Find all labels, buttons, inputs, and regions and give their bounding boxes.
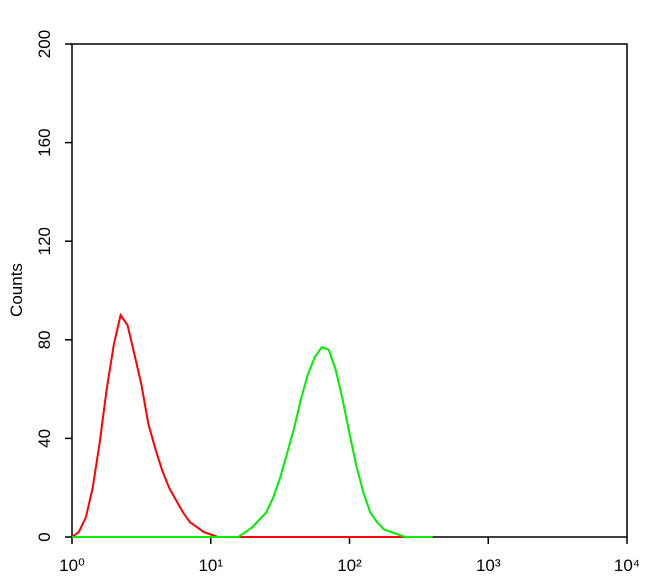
plot-frame: [71, 43, 628, 538]
x-tick-label: 10⁴: [614, 556, 640, 575]
x-tick-label: 10²: [337, 556, 362, 575]
y-tick-label: 80: [35, 330, 54, 349]
x-tick-label: 10³: [476, 556, 501, 575]
y-tick-label: 200: [35, 30, 54, 58]
histogram-line: [72, 346, 433, 538]
y-tick-label: 160: [35, 128, 54, 156]
histogram-line: [71, 312, 433, 538]
y-tick-label: 0: [35, 532, 54, 541]
y-tick-label: 40: [35, 429, 54, 448]
x-tick-label: 10⁰: [59, 556, 85, 575]
y-axis-label: Counts: [7, 263, 26, 317]
y-tick-label: 120: [35, 227, 54, 255]
x-tick-label: 10¹: [198, 556, 223, 575]
